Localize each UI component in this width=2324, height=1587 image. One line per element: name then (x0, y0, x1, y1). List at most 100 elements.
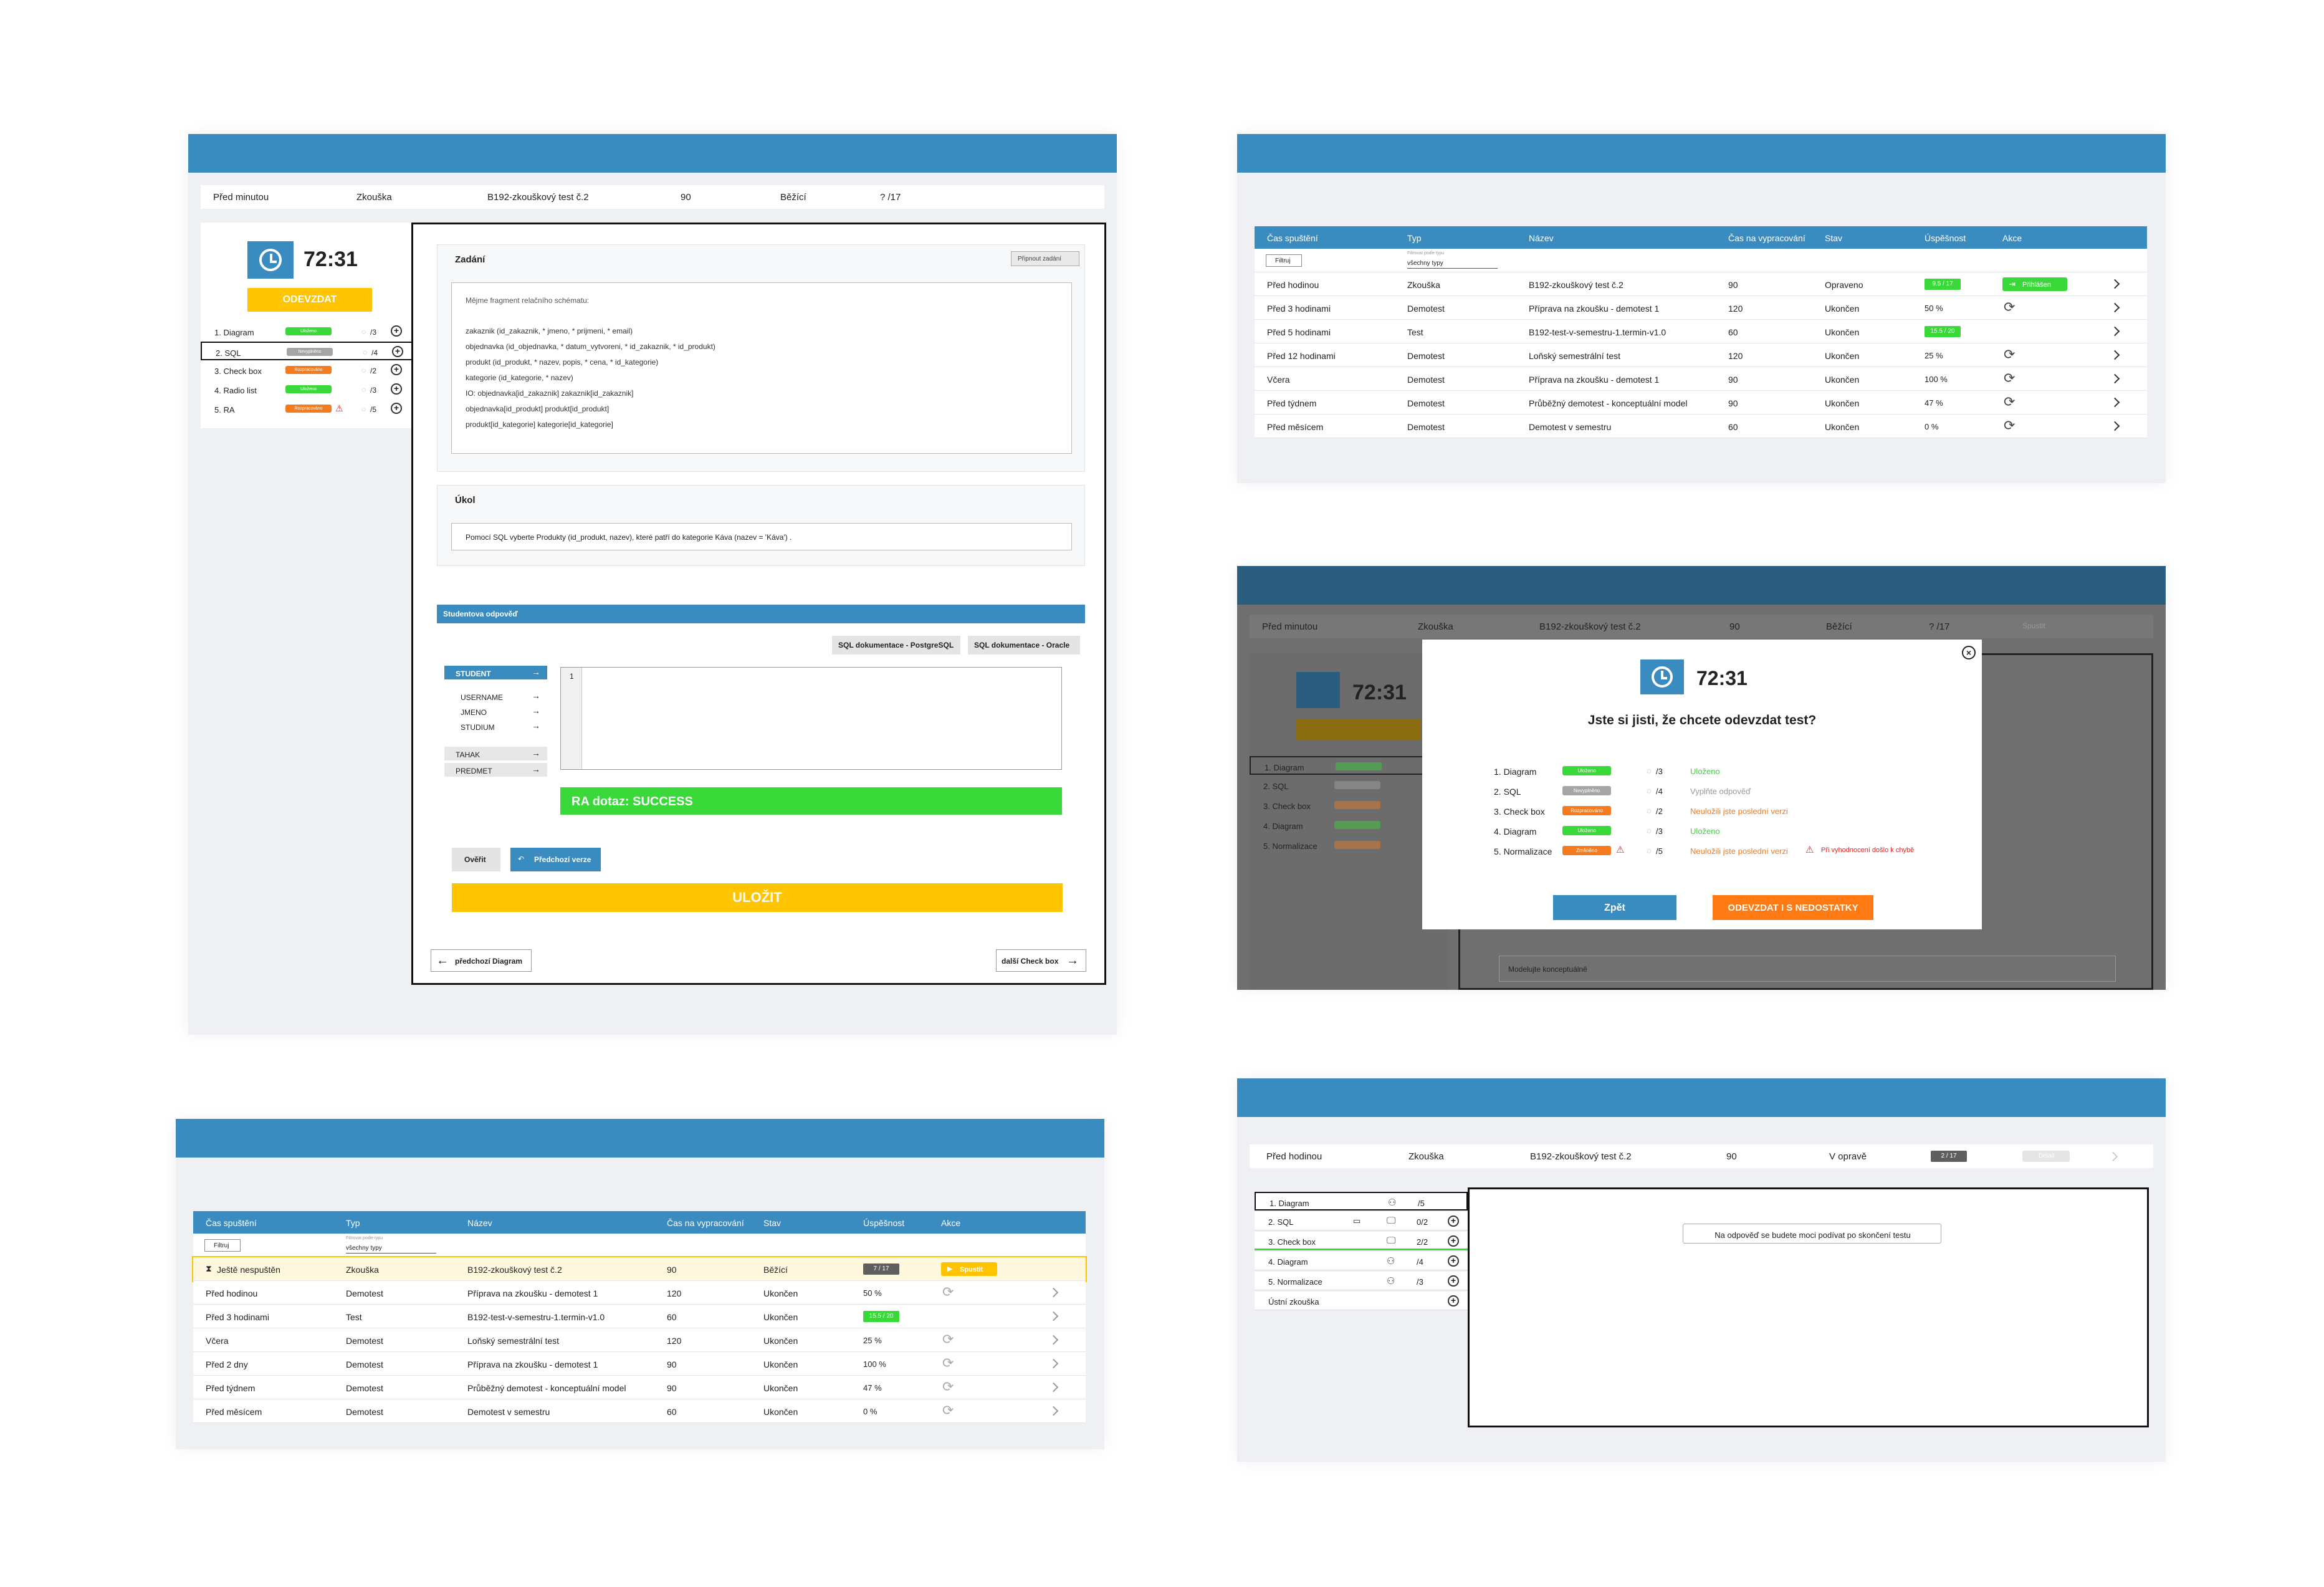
refresh-icon[interactable]: ⟳ (942, 1379, 954, 1394)
detail-button[interactable]: Detail (2022, 1151, 2070, 1162)
back-button[interactable]: Zpět (1553, 895, 1676, 920)
chevron-right-icon[interactable] (2110, 279, 2120, 289)
add-icon[interactable]: + (391, 383, 402, 395)
table-row[interactable]: Včera Demotest Loňský semestrální test 120 U… (193, 1328, 1086, 1352)
prev-version-button[interactable]: ↶ Předchozí verze (510, 848, 601, 871)
question-nav-item[interactable]: 3. Check box Rozpracováno ◌ /2 + (201, 361, 413, 380)
table-row[interactable]: Před 5 hodinami Test B192-test-v-semestru-… (1255, 320, 2147, 343)
add-icon[interactable]: + (1448, 1255, 1459, 1267)
add-icon[interactable]: + (391, 364, 402, 375)
column-header: Typ (346, 1218, 360, 1228)
table-list-item[interactable]: TAHAK → (444, 747, 547, 760)
add-icon[interactable]: + (1448, 1275, 1459, 1287)
review-nav-item[interactable]: 4. Diagram ⚇ /4 + (1255, 1252, 1468, 1270)
table-row[interactable]: Před 12 hodinami Demotest Loňský semestrál… (1255, 343, 2147, 367)
refresh-icon[interactable]: ⟳ (2004, 418, 2016, 433)
save-button[interactable]: ULOŽIT (452, 883, 1063, 912)
filter-button[interactable]: Filtruj (204, 1239, 241, 1252)
table-row[interactable]: Včera Demotest Příprava na zkoušku - demot… (1255, 367, 2147, 391)
cell-name: Loňský semestrální test (1529, 351, 1621, 361)
refresh-icon[interactable]: ⟳ (2004, 370, 2016, 386)
answer-header: Studentova odpověď (437, 605, 1085, 623)
table-row[interactable]: Před 3 hodinami Test B192-test-v-semestru-… (193, 1305, 1086, 1328)
submit-button[interactable]: ODEVZDAT (247, 288, 372, 312)
table-row[interactable]: Před 3 hodinami Demotest Příprava na zkouš… (1255, 296, 2147, 320)
submit-anyway-button[interactable]: ODEVZDAT I S NEDOSTATKY (1713, 895, 1873, 920)
chevron-right-icon[interactable] (2110, 373, 2120, 384)
comment-icon: ▭ (1353, 1216, 1361, 1225)
question-nav-item[interactable]: 4. Radio list Uloženo ◌ /3 + (201, 380, 413, 399)
query-editor[interactable]: 1 (560, 667, 1062, 770)
question-nav-item[interactable]: 2. SQL Nevyplněno ◌/4 + (201, 342, 413, 360)
next-question-button[interactable]: další Check box → (996, 949, 1086, 972)
refresh-icon[interactable]: ⟳ (942, 1402, 954, 1418)
cell-type: Demotest (346, 1288, 383, 1298)
status-badge: Uloženo (285, 327, 332, 335)
table-row[interactable]: Před měsícem Demotest Demotest v semestru 6… (1255, 415, 2147, 438)
bg-badge (1334, 821, 1380, 829)
table-row[interactable]: Ještě nespuštěn Zkouška B192-zkouškový tes… (192, 1256, 1087, 1282)
table-list-item[interactable]: PREDMET → (444, 763, 547, 777)
type-filter-select[interactable]: všechny typy (346, 1243, 436, 1254)
chevron-right-icon[interactable] (2110, 421, 2120, 431)
table-list-item[interactable]: STUDENT → (444, 666, 547, 679)
refresh-icon[interactable]: ⟳ (942, 1355, 954, 1371)
start-button[interactable]: ▶ Spustit (941, 1262, 997, 1276)
add-icon[interactable]: + (391, 403, 402, 414)
review-nav-item[interactable]: Ústní zkouška + (1255, 1292, 1468, 1310)
table-row[interactable]: Před hodinou Demotest Příprava na zkoušku … (193, 1281, 1086, 1305)
chevron-right-icon[interactable] (2110, 326, 2120, 337)
review-nav-item[interactable]: 3. Check box 🖵 2/2 + (1255, 1232, 1468, 1250)
verify-button[interactable]: Ověřit (452, 848, 500, 871)
attach-button[interactable]: Připnout zadání (1011, 251, 1079, 266)
add-icon[interactable]: + (391, 325, 402, 337)
table-row[interactable]: Před 2 dny Demotest Příprava na zkoušku - … (193, 1352, 1086, 1376)
chevron-right-icon[interactable] (1048, 1358, 1059, 1369)
table-list-item[interactable]: USERNAME → (444, 689, 547, 703)
prev-question-button[interactable]: ← předchozí Diagram (431, 949, 532, 972)
user-icon: ⚇ (1388, 1197, 1397, 1208)
table-list-item[interactable]: JMENO → (444, 704, 547, 718)
chevron-right-icon[interactable] (2110, 397, 2120, 408)
refresh-icon[interactable]: ⟳ (2004, 394, 2016, 410)
review-nav-item[interactable]: 2. SQL 🖵 0/2 + ▭ (1255, 1212, 1468, 1230)
table-list-item[interactable]: STUDIUM → (444, 719, 547, 733)
filter-button[interactable]: Filtruj (1266, 254, 1302, 267)
chevron-right-icon[interactable] (2110, 350, 2120, 360)
question-nav-item[interactable]: 1. Diagram Uloženo ◌ /3 + (201, 322, 413, 341)
attached-button[interactable]: Přihlášen ⇥ (2002, 277, 2067, 291)
table-row[interactable]: Před měsícem Demotest Demotest v semestru 6… (193, 1399, 1086, 1423)
add-icon[interactable]: + (1448, 1235, 1459, 1247)
refresh-icon[interactable]: ⟳ (2004, 347, 2016, 362)
dialog-timer-icon (1640, 659, 1684, 694)
question-nav-item[interactable]: 5. RA Rozpracováno ⚠ ◌ /5 + (201, 400, 413, 418)
cell-name: Loňský semestrální test (467, 1336, 560, 1346)
doc-postgres-button[interactable]: SQL dokumentace - PostgreSQL (832, 636, 960, 654)
refresh-icon[interactable]: ⟳ (942, 1331, 954, 1347)
add-icon[interactable]: + (1448, 1215, 1459, 1227)
add-icon[interactable]: + (1448, 1295, 1459, 1307)
cell-time: 90 (1728, 280, 1738, 290)
question-count: /5 (370, 405, 377, 414)
chevron-right-icon[interactable] (1048, 1382, 1059, 1393)
add-icon[interactable]: + (392, 346, 403, 357)
column-header: Čas na vypracování (667, 1218, 744, 1228)
chevron-right-icon[interactable] (1048, 1287, 1059, 1298)
table-row[interactable]: Před týdnem Demotest Průběžný demotest - k… (193, 1376, 1086, 1399)
review-nav-item[interactable]: 5. Normalizace ⚇ /3 + (1255, 1272, 1468, 1290)
table-row[interactable]: Před hodinou Zkouška B192-zkouškový test č… (1255, 272, 2147, 296)
chevron-right-icon[interactable] (2110, 302, 2120, 313)
refresh-icon[interactable]: ⟳ (942, 1284, 954, 1300)
cell-when: Včera (206, 1336, 229, 1346)
doc-oracle-button[interactable]: SQL dokumentace - Oracle (968, 636, 1080, 654)
cell-name: B192-test-v-semestru-1.termin-v1.0 (467, 1312, 605, 1322)
chevron-right-icon[interactable] (1048, 1335, 1059, 1345)
close-icon[interactable]: × (1962, 646, 1976, 659)
refresh-icon[interactable]: ⟳ (2004, 299, 2016, 315)
type-filter-select[interactable]: všechny typy (1407, 258, 1498, 269)
table-row[interactable]: Před týdnem Demotest Průběžný demotest - k… (1255, 391, 2147, 415)
review-nav-item[interactable]: 1. Diagram ⚇ /5 (1255, 1192, 1468, 1211)
chevron-right-icon[interactable] (1048, 1311, 1059, 1321)
schema-line: produkt (id_produkt, * nazev, popis, * c… (466, 358, 659, 367)
chevron-right-icon[interactable] (1048, 1406, 1059, 1416)
